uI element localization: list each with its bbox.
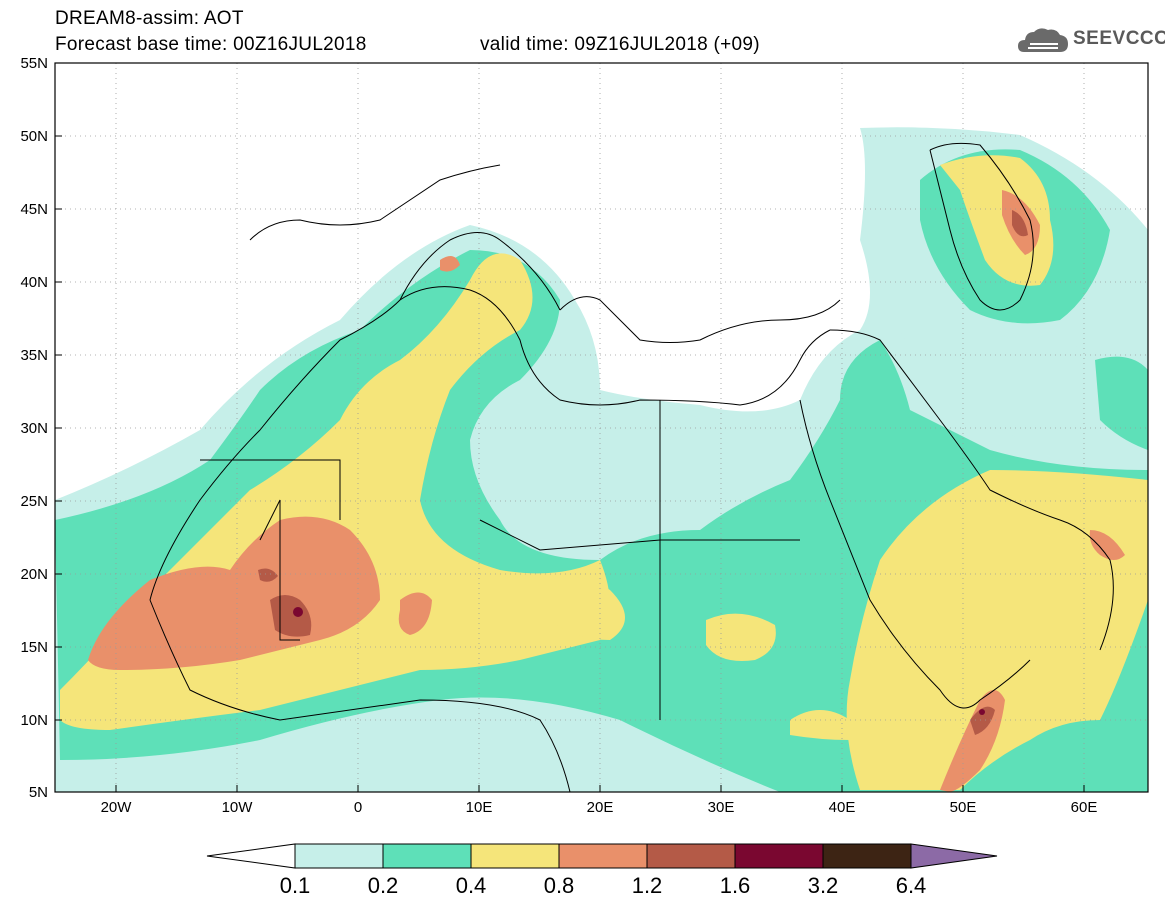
colorbar-label: 0.2	[368, 873, 399, 898]
lon-label: 20E	[587, 799, 614, 816]
lat-label: 50N	[20, 128, 48, 145]
logo-text: SEEVCCC	[1073, 28, 1165, 49]
lat-label: 30N	[20, 420, 48, 437]
lon-label: 0	[354, 799, 362, 816]
latitude-labels: 55N 50N 45N 40N 35N 30N 25N 20N 15N 10N …	[20, 55, 48, 801]
lat-label: 15N	[20, 639, 48, 656]
colorbar-segment	[382, 843, 472, 869]
colorbar-over-triangle	[910, 843, 998, 869]
colorbar-under-triangle	[206, 843, 296, 869]
lon-label: 50E	[950, 799, 977, 816]
colorbar-segment	[294, 843, 384, 869]
colorbar-segment	[734, 843, 824, 869]
colorbar-label: 0.1	[280, 873, 311, 898]
colorbar-segment	[470, 843, 560, 869]
colorbar-segment	[646, 843, 736, 869]
valid-time-label: valid time: 09Z16JUL2018 (+09)	[480, 34, 760, 55]
longitude-labels: 20W 10W 0 10E 20E 30E 40E 50E 60E	[101, 799, 1098, 816]
aot-field	[55, 127, 1148, 792]
colorbar-label: 1.2	[632, 873, 663, 898]
lon-label: 30E	[708, 799, 735, 816]
colorbar-label: 3.2	[808, 873, 839, 898]
tick-marks	[55, 62, 1085, 792]
lat-label: 40N	[20, 274, 48, 291]
graticule	[55, 63, 1148, 792]
lat-label: 45N	[20, 201, 48, 218]
colorbar-segment	[822, 843, 912, 869]
lon-label: 10W	[222, 799, 254, 816]
base-time-label: Forecast base time: 00Z16JUL2018	[55, 34, 367, 55]
aot-band-1.6	[293, 607, 985, 715]
colorbar-label: 6.4	[896, 873, 927, 898]
colorbar: 0.1 0.2 0.4 0.8 1.2 1.6 3.2 6.4	[206, 843, 998, 898]
coastlines	[149, 142, 1114, 792]
lat-label: 25N	[20, 493, 48, 510]
lon-label: 20W	[101, 799, 133, 816]
colorbar-label: 1.6	[720, 873, 751, 898]
lat-label: 10N	[20, 712, 48, 729]
lon-label: 10E	[466, 799, 493, 816]
lon-label: 40E	[829, 799, 856, 816]
colorbar-segment	[558, 843, 648, 869]
lat-label: 55N	[20, 55, 48, 72]
colorbar-label: 0.8	[544, 873, 575, 898]
cloud-icon	[1018, 28, 1068, 52]
map-title: DREAM8-assim: AOT	[55, 8, 244, 29]
colorbar-label: 0.4	[456, 873, 487, 898]
lon-label: 60E	[1071, 799, 1098, 816]
lat-label: 20N	[20, 566, 48, 583]
lat-label: 35N	[20, 347, 48, 364]
lat-label: 5N	[29, 784, 48, 801]
